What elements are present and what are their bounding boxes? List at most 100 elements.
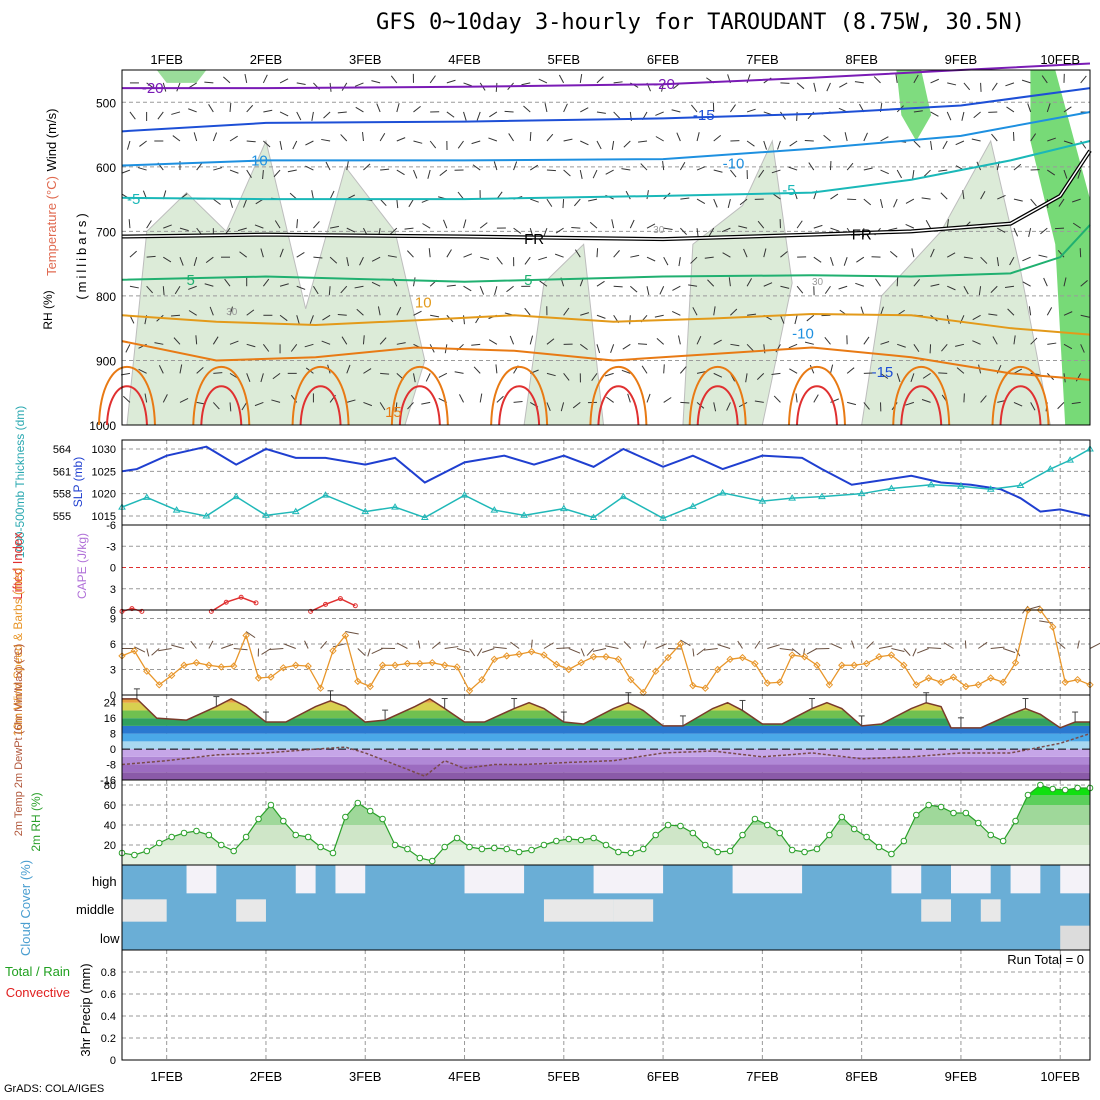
thickness-point	[291, 507, 300, 515]
wind-barb	[991, 82, 998, 91]
wind-barb	[773, 395, 781, 403]
wind-barb	[195, 335, 198, 345]
freezing-line-inner	[121, 150, 1091, 240]
wind-barb	[188, 310, 197, 316]
cloud-row-middle: middle	[76, 902, 114, 917]
thickness-point	[788, 494, 797, 501]
temp-ytick-label: 8	[110, 729, 116, 741]
wind-barb	[854, 81, 864, 84]
rh2m-point	[999, 837, 1007, 845]
rh-shade-3	[861, 139, 1051, 426]
wind10m-point	[962, 682, 970, 691]
wind10m-barb	[668, 648, 683, 650]
wind-barb	[942, 140, 948, 150]
wind-barb	[813, 394, 819, 403]
wind-barb	[696, 132, 700, 142]
wind-barb	[213, 198, 221, 205]
wind10m-barb	[245, 631, 256, 639]
wind-barb	[246, 373, 251, 382]
wind-barb	[563, 169, 571, 177]
wind10m-barb	[866, 641, 874, 649]
wind-barb	[796, 285, 804, 294]
wind-barb	[771, 169, 781, 174]
lifted-index-point	[352, 603, 358, 609]
wind10m-barb	[171, 644, 185, 649]
wind-barb	[457, 140, 464, 149]
wind-barb	[678, 257, 681, 267]
wind-barb	[972, 314, 981, 321]
wind-barb	[463, 285, 472, 292]
wind-barb	[863, 132, 868, 142]
temp-band	[122, 764, 1090, 773]
rh2m-point	[627, 849, 635, 857]
wind-barb	[396, 199, 399, 209]
wind-barb	[921, 399, 931, 403]
wind-barb	[121, 169, 131, 174]
panel-frame-wind	[121, 609, 1091, 696]
wind-barb	[496, 256, 503, 265]
wind10m-barb	[146, 648, 150, 657]
wind-barb	[279, 111, 289, 117]
lifted-index-point	[253, 600, 259, 606]
wind-barb	[1043, 277, 1048, 287]
temp-contour--10	[121, 110, 1091, 167]
thickness-ytick-label: 555	[53, 511, 71, 523]
rh2m-point	[230, 847, 237, 855]
xtick-bottom-label: 8FEB	[845, 1069, 878, 1084]
thickness-point	[659, 514, 667, 521]
wind-barb	[623, 140, 631, 148]
rh2m-point	[317, 843, 324, 851]
rh2m-point	[528, 846, 535, 854]
wind-barb	[513, 227, 522, 234]
wind-barb	[546, 198, 553, 207]
wind-barb	[839, 82, 848, 88]
wind-barb	[826, 82, 831, 92]
rh2m-point	[652, 831, 659, 839]
rh2m-point	[912, 811, 920, 819]
wind-barb	[880, 198, 884, 208]
wind-barb	[412, 277, 416, 287]
wind10m-barb	[261, 648, 272, 655]
wind-barb	[855, 282, 864, 287]
thickness-point	[619, 492, 628, 500]
wind-barb	[188, 82, 197, 89]
wind-barb	[463, 219, 467, 229]
wind10m-barb	[371, 648, 383, 654]
wind-barb	[611, 219, 615, 229]
wind-barb	[229, 340, 239, 345]
xtick-bottom-label: 6FEB	[647, 1069, 680, 1084]
wind10m-barb	[456, 648, 470, 653]
cloud-middle-clear	[921, 899, 952, 922]
wind-barb	[830, 227, 840, 232]
wind-barb	[613, 285, 623, 288]
wind10m-point	[900, 661, 908, 669]
wind-barb	[1046, 307, 1053, 316]
wind-barb	[1071, 401, 1081, 405]
wind10m-barb	[703, 648, 718, 651]
wind-barb	[579, 169, 583, 179]
wind10m-point	[143, 667, 151, 675]
wind-barb	[808, 162, 815, 171]
precip-ytick-label: 0.8	[101, 967, 116, 979]
wind10m-barb	[943, 642, 954, 649]
wind-barb	[692, 307, 698, 316]
wind-barb	[279, 248, 284, 258]
wind-barb	[246, 169, 252, 178]
wind-ytick-label: 0	[110, 690, 116, 702]
wind-barb	[243, 198, 248, 208]
profile-ytick-label: 700	[96, 225, 116, 239]
rh2m-point	[900, 837, 908, 845]
wind-barb	[713, 134, 722, 142]
rh2m-point	[503, 845, 511, 853]
slp-ytick-label: 1015	[92, 511, 116, 523]
wind-barb	[172, 135, 181, 142]
chart-title: GFS 0~10day 3-hourly for TAROUDANT (8.75…	[376, 10, 1026, 35]
wind-barb	[504, 110, 514, 113]
wind10m-barb	[208, 640, 214, 649]
wind-barb	[646, 190, 649, 200]
wind10m-point	[453, 663, 461, 671]
rh2m-point	[280, 817, 287, 825]
wind-barb	[813, 224, 823, 229]
wind-barb	[377, 306, 381, 316]
li-ylabel: Lifted Index	[10, 532, 25, 600]
